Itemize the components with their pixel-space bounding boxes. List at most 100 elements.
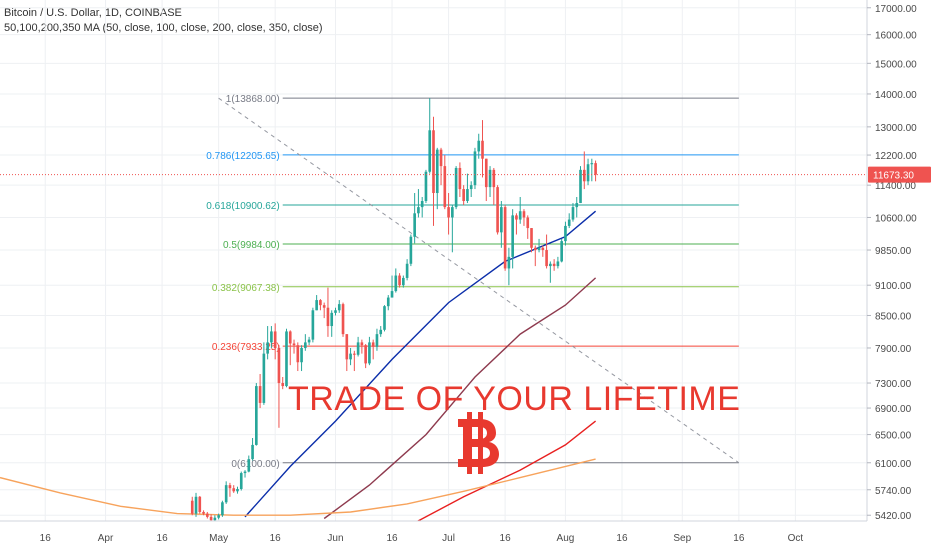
candle-body: [198, 496, 202, 512]
candle-body: [462, 189, 465, 202]
candle-body: [209, 516, 213, 521]
candle-body: [530, 228, 533, 248]
price-tick-label: 6100.00: [875, 459, 912, 470]
candle-body: [420, 201, 424, 208]
price-tick-label: 16000.00: [875, 31, 917, 42]
price-tick-label: 7900.00: [875, 344, 912, 355]
candle-body: [386, 297, 390, 307]
time-tick-label: Apr: [98, 533, 114, 544]
candle-body: [579, 169, 582, 204]
candle-body: [533, 247, 537, 251]
candle-body: [409, 236, 413, 264]
time-tick-label: 16: [500, 533, 512, 544]
candle-body: [507, 256, 511, 269]
fib-level-label: 0.382(9067.38): [212, 283, 280, 294]
candle-body: [345, 334, 349, 360]
time-tick-label: 16: [733, 533, 745, 544]
fib-level-label: 0.5(9984.00): [223, 240, 280, 251]
candle-body: [368, 342, 371, 364]
candle-body: [518, 211, 522, 220]
symbol-title: Bitcoin / U.S. Dollar, 1D, COINBASE: [4, 7, 182, 19]
candle-body: [334, 310, 337, 313]
candle-body: [515, 215, 518, 220]
candle-body: [454, 167, 458, 208]
candle-body: [322, 305, 326, 308]
candle-body: [567, 219, 571, 226]
candle-body: [194, 496, 198, 514]
price-axis: [867, 0, 932, 550]
candle-body: [300, 347, 303, 363]
time-tick-label: Jun: [327, 533, 343, 544]
candle-body: [549, 263, 552, 267]
candle-body: [402, 277, 405, 286]
fib-level-label: 0.786(12205.65): [206, 151, 279, 162]
price-tick-label: 7300.00: [875, 379, 912, 390]
candle-body: [473, 151, 477, 186]
ma-line-50: [244, 210, 597, 518]
indicator-legend[interactable]: 50,100,200,350 MA (50, close, 100, close…: [4, 22, 323, 34]
time-tick-label: May: [209, 533, 228, 544]
candle-body: [375, 334, 379, 347]
candle-body: [541, 247, 545, 251]
candle-body: [292, 343, 296, 346]
time-axis: [0, 521, 867, 550]
candle-body: [447, 207, 450, 218]
candle-body: [326, 307, 330, 327]
candle-body: [307, 339, 311, 343]
candle-body: [239, 473, 243, 489]
candle-body: [575, 203, 579, 208]
candle-body: [428, 130, 432, 172]
candle-body: [390, 291, 394, 298]
candle-body: [213, 517, 217, 521]
candle-body: [394, 275, 398, 292]
candle-body: [552, 263, 556, 267]
candle-body: [288, 331, 292, 344]
candle-body: [556, 261, 560, 267]
candle-body: [481, 140, 484, 159]
candle-body: [496, 187, 499, 233]
price-tick-label: 14000.00: [875, 90, 917, 101]
candle-body: [590, 163, 594, 165]
candle-body: [503, 207, 507, 269]
fib-level-label: 0.236(7933.25): [212, 342, 280, 353]
ma-line-350: [0, 458, 596, 516]
candle-body: [526, 217, 530, 229]
time-tick-label: 16: [616, 533, 628, 544]
candle-body: [281, 383, 285, 387]
candle-body: [545, 250, 548, 267]
candle-body: [383, 306, 386, 330]
candle-body: [451, 207, 454, 218]
candle-body: [469, 185, 473, 190]
price-tick-label: 12200.00: [875, 151, 917, 162]
trend-line: [218, 97, 740, 464]
candle-body: [594, 163, 597, 175]
candle-body: [349, 353, 352, 360]
price-tick-label: 6900.00: [875, 404, 912, 415]
time-tick-label: 16: [40, 533, 52, 544]
last-price-tag: [868, 166, 931, 183]
candle-body: [202, 511, 205, 514]
price-tick-label: 13000.00: [875, 123, 917, 134]
ma-line-100: [323, 277, 597, 520]
time-tick-label: Oct: [788, 533, 804, 544]
candle-body: [217, 515, 220, 518]
fib-level-label: 0(6100.00): [231, 459, 279, 470]
candle-body: [251, 444, 254, 460]
candle-body: [477, 140, 481, 152]
price-tick-label: 9100.00: [875, 281, 912, 292]
candle-body: [398, 275, 401, 286]
candle-body: [337, 304, 341, 311]
fib-level-label: 0.618(10900.62): [206, 201, 279, 212]
candle-body: [492, 169, 496, 188]
candle-body: [277, 347, 281, 384]
price-tick-label: 5420.00: [875, 511, 912, 522]
candle-body: [255, 386, 258, 445]
candle-body: [458, 167, 462, 190]
candle-body: [319, 300, 322, 306]
price-tick-label: 15000.00: [875, 59, 917, 70]
time-tick-label: 16: [386, 533, 398, 544]
price-tick-label: 6500.00: [875, 431, 912, 442]
candle-body: [586, 164, 590, 182]
candle-body: [443, 166, 447, 208]
